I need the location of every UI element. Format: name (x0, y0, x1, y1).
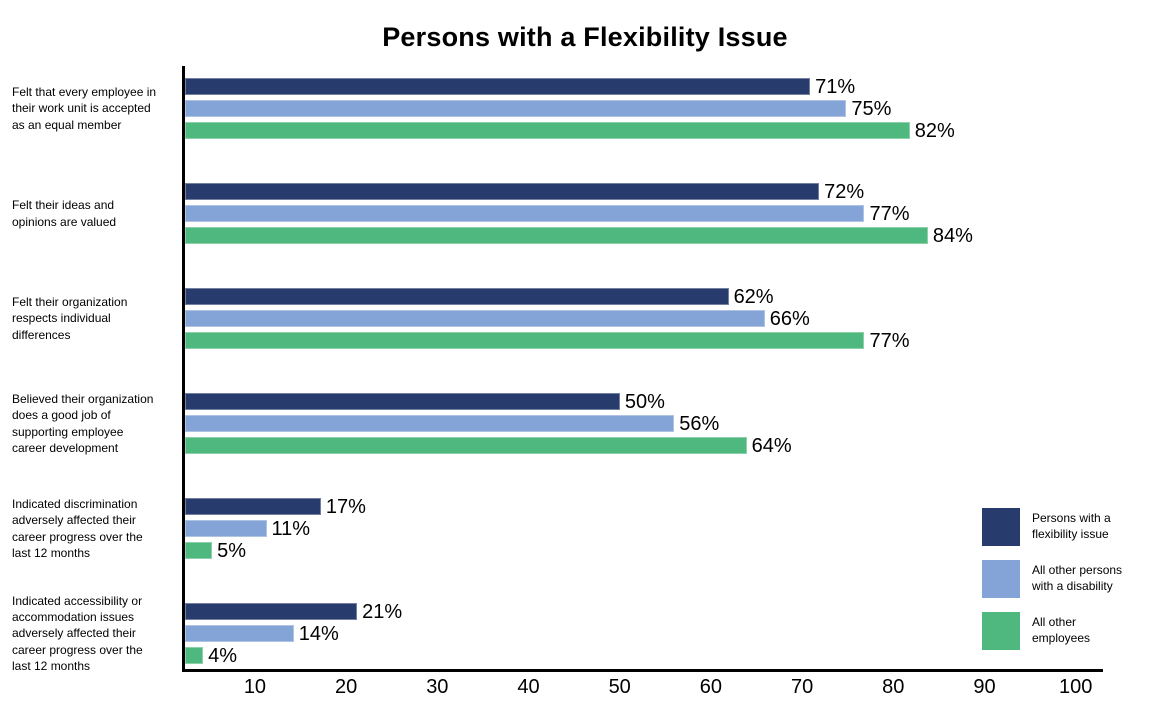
bar-row: 84% (185, 224, 1100, 247)
chart-title: Persons with a Flexibility Issue (382, 22, 788, 52)
legend-label: All other employees (1032, 615, 1091, 645)
legend-swatch (982, 508, 1020, 546)
bar-value-label: 71% (815, 75, 856, 98)
bar-row: 71% (185, 75, 1100, 98)
legend-swatch (982, 612, 1020, 650)
category-label: Believed their organization does a good … (12, 392, 154, 455)
bar-row: 64% (185, 434, 1100, 457)
category-label: Indicated accessibility or accommodation… (12, 594, 143, 673)
bar-row: 77% (185, 329, 1100, 352)
bar-row: 77% (185, 202, 1100, 225)
bar (185, 437, 747, 454)
bar-group: 62% 66% 77% (185, 285, 1100, 352)
bar (185, 520, 267, 537)
x-tick-label: 90 (973, 676, 996, 698)
legend-swatch (982, 560, 1020, 598)
category-label: Felt their ideas and opinions are valued (12, 198, 117, 229)
category-label: Felt their organization respects individ… (12, 295, 128, 342)
bar (185, 625, 294, 642)
bar-group: 71% 75% 82% (185, 75, 1100, 142)
bar (185, 183, 820, 200)
bar-value-label: 77% (869, 202, 910, 225)
legend: Persons with a flexibility issue All othe… (982, 508, 1122, 650)
bar (185, 78, 811, 95)
bar-value-label: 77% (869, 329, 910, 352)
bar (185, 647, 204, 664)
x-tick-label: 100 (1058, 676, 1093, 698)
category-label: Felt that every employee in their work u… (12, 85, 157, 132)
bar-group: 72% 77% 84% (185, 180, 1100, 247)
legend-label: All other persons with a disability (1032, 563, 1123, 593)
bar-row: 5% (185, 539, 1100, 562)
bar-value-label: 56% (679, 412, 720, 435)
x-tick-label: 20 (335, 676, 358, 698)
bar-groups: 71% 75% 82% 72% 77% 84% 62% 66% 77% 50% 56% 64% 17% 1… (185, 75, 1100, 667)
bar (185, 288, 729, 305)
bar-row: 21% (185, 600, 1100, 623)
category-labels: Felt that every employee in their work u… (12, 78, 174, 673)
bar-value-label: 64% (751, 434, 792, 457)
bar-row: 72% (185, 180, 1100, 203)
bar-row: 75% (185, 97, 1100, 120)
bar-row: 62% (185, 285, 1100, 308)
bar-row: 56% (185, 412, 1100, 435)
bar-row: 4% (185, 644, 1100, 667)
bar-value-label: 84% (932, 224, 973, 247)
x-tick-label: 10 (243, 676, 267, 698)
bar-value-label: 66% (769, 307, 810, 330)
bar-value-label: 17% (325, 495, 366, 518)
bar-value-label: 4% (208, 644, 238, 667)
bar-row: 14% (185, 622, 1100, 645)
bar (185, 332, 865, 349)
bar-value-label: 5% (217, 539, 247, 562)
x-axis-ticks: 10 20 30 40 50 60 70 80 90 100 (182, 677, 1103, 703)
bar (185, 205, 865, 222)
x-tick-label: 30 (426, 676, 449, 698)
x-tick-label: 40 (517, 676, 540, 698)
bar (185, 100, 847, 117)
legend-item: All other persons with a disability (982, 560, 1122, 598)
x-tick-label: 80 (882, 676, 905, 698)
plot-area (182, 66, 1103, 672)
bar-group: 17% 11% 5% (185, 495, 1100, 562)
bar-value-label: 21% (362, 600, 403, 623)
bar-value-label: 62% (733, 285, 774, 308)
bar-row: 50% (185, 390, 1100, 413)
category-label: Indicated discrimination adversely affec… (12, 497, 143, 560)
bar-value-label: 11% (271, 517, 311, 540)
x-tick-label: 50 (608, 676, 631, 698)
bar-row: 82% (185, 119, 1100, 142)
bar-value-label: 14% (298, 622, 339, 645)
bar (185, 498, 321, 515)
x-tick-label: 60 (699, 676, 723, 698)
legend-item: All other employees (982, 612, 1122, 650)
bar (185, 542, 213, 559)
bar-value-label: 82% (914, 119, 955, 142)
bar-row: 11% (185, 517, 1100, 540)
bar-group: 21% 14% 4% (185, 600, 1100, 667)
legend-label: Persons with a flexibility issue (1032, 511, 1111, 541)
bar (185, 415, 675, 432)
bar (185, 227, 928, 244)
x-tick-label: 70 (790, 676, 814, 698)
legend-item: Persons with a flexibility issue (982, 508, 1122, 546)
bar-value-label: 75% (851, 97, 892, 120)
bar (185, 393, 620, 410)
bar-value-label: 50% (624, 390, 665, 413)
bar-row: 66% (185, 307, 1100, 330)
bar (185, 310, 765, 327)
bar (185, 603, 358, 620)
bar-value-label: 72% (824, 180, 865, 203)
bar-row: 17% (185, 495, 1100, 518)
bar (185, 122, 910, 139)
bar-group: 50% 56% 64% (185, 390, 1100, 457)
